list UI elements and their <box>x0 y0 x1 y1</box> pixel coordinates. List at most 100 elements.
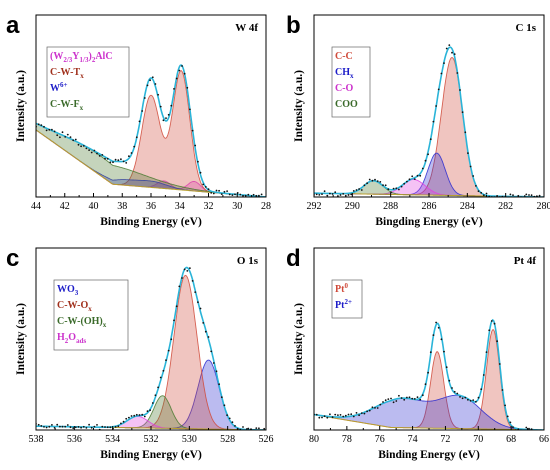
data-point <box>334 191 337 194</box>
legend-box <box>331 279 363 319</box>
data-point <box>459 396 461 398</box>
data-point <box>421 167 424 170</box>
x-tick-label: 72 <box>440 434 450 445</box>
data-point <box>443 350 445 353</box>
data-point <box>162 369 165 372</box>
data-point <box>472 175 475 177</box>
x-tick-label: 80 <box>309 434 319 445</box>
x-tick-label: 68 <box>506 434 516 445</box>
data-point <box>117 159 120 162</box>
data-point <box>475 185 477 187</box>
data-point <box>114 426 117 428</box>
data-point <box>96 152 98 155</box>
data-point <box>45 129 48 132</box>
data-point <box>358 414 360 417</box>
data-point <box>178 69 181 72</box>
data-point <box>416 174 419 177</box>
data-point <box>395 187 398 190</box>
component-fill-Pt0 <box>314 329 544 430</box>
x-axis-label: Bingding Energy (eV) <box>375 216 483 228</box>
data-point <box>403 182 406 185</box>
component-fill-CHx <box>314 153 544 197</box>
data-point <box>223 190 226 193</box>
data-point <box>331 193 334 195</box>
data-point <box>329 192 331 195</box>
data-point <box>432 334 435 336</box>
data-point <box>252 193 255 196</box>
x-tick-label: 538 <box>29 434 44 445</box>
panel-d: 80 78 76 74 72 70 68 66 Binding Energy (eV) Inten… <box>293 247 549 461</box>
legend-box <box>46 46 130 118</box>
data-point <box>456 72 459 74</box>
data-point <box>352 190 355 192</box>
data-point <box>151 402 154 404</box>
data-point <box>347 194 350 196</box>
panel-title: C 1s <box>516 22 537 34</box>
data-point <box>165 359 167 361</box>
data-point <box>525 193 528 196</box>
data-point <box>106 157 109 160</box>
data-point <box>125 162 128 164</box>
legend-entry: COO <box>335 99 358 110</box>
data-point <box>245 431 247 433</box>
data-point <box>59 425 61 428</box>
data-point <box>56 134 59 137</box>
y-axis-label: Intensity (a.u.) <box>293 70 305 142</box>
data-point <box>512 426 514 429</box>
panel-letter: a <box>6 12 20 39</box>
data-point <box>138 120 141 123</box>
data-point <box>326 194 329 197</box>
data-point <box>151 76 154 79</box>
data-point <box>173 319 175 322</box>
data-point <box>117 425 120 428</box>
data-point <box>493 322 496 325</box>
data-point <box>480 388 483 391</box>
data-point <box>408 178 411 181</box>
data-point <box>453 390 456 393</box>
data-point <box>263 197 265 199</box>
x-axis: 292 290 288 286 284 282 280 <box>307 193 550 212</box>
data-point <box>440 338 443 341</box>
x-tick-label: 286 <box>422 201 437 212</box>
x-tick-label: 38 <box>117 201 127 212</box>
data-point <box>194 144 197 147</box>
data-point <box>226 190 229 193</box>
legend-entry: C-W-Ox <box>57 300 92 313</box>
data-point <box>226 414 229 417</box>
data-point <box>368 178 371 181</box>
panel-b: 292 290 288 286 284 282 280 Bingding Energy (eV… <box>293 14 550 228</box>
data-point <box>350 413 353 416</box>
data-point <box>395 400 398 402</box>
data-point <box>379 181 382 183</box>
x-tick-label: 78 <box>342 434 352 445</box>
data-point <box>482 194 485 197</box>
data-point <box>143 415 146 418</box>
x-axis-label: Binding Energy (eV) <box>378 449 480 461</box>
x-tick-label: 282 <box>498 201 513 212</box>
component-fill-C-W-Fx <box>36 123 266 197</box>
data-point <box>464 131 467 134</box>
data-point <box>59 136 61 139</box>
data-point <box>141 413 144 416</box>
data-point <box>106 426 109 429</box>
data-point <box>122 420 125 423</box>
data-point <box>400 185 403 188</box>
envelope-fit <box>36 64 266 197</box>
data-point <box>374 407 376 409</box>
legend-entry: C-W-(OH)x <box>57 316 107 329</box>
data-point <box>485 192 488 195</box>
x-tick-label: 74 <box>408 434 418 445</box>
data-point <box>374 178 376 181</box>
data-point <box>344 414 347 417</box>
data-point <box>220 193 223 196</box>
data-point <box>74 138 77 141</box>
data-point <box>220 396 223 399</box>
data-point <box>234 193 236 196</box>
data-point <box>390 191 392 194</box>
data-point <box>411 175 414 178</box>
data-point <box>207 188 210 191</box>
data-point <box>170 338 173 341</box>
data-point <box>371 179 374 182</box>
data-point <box>261 431 263 433</box>
